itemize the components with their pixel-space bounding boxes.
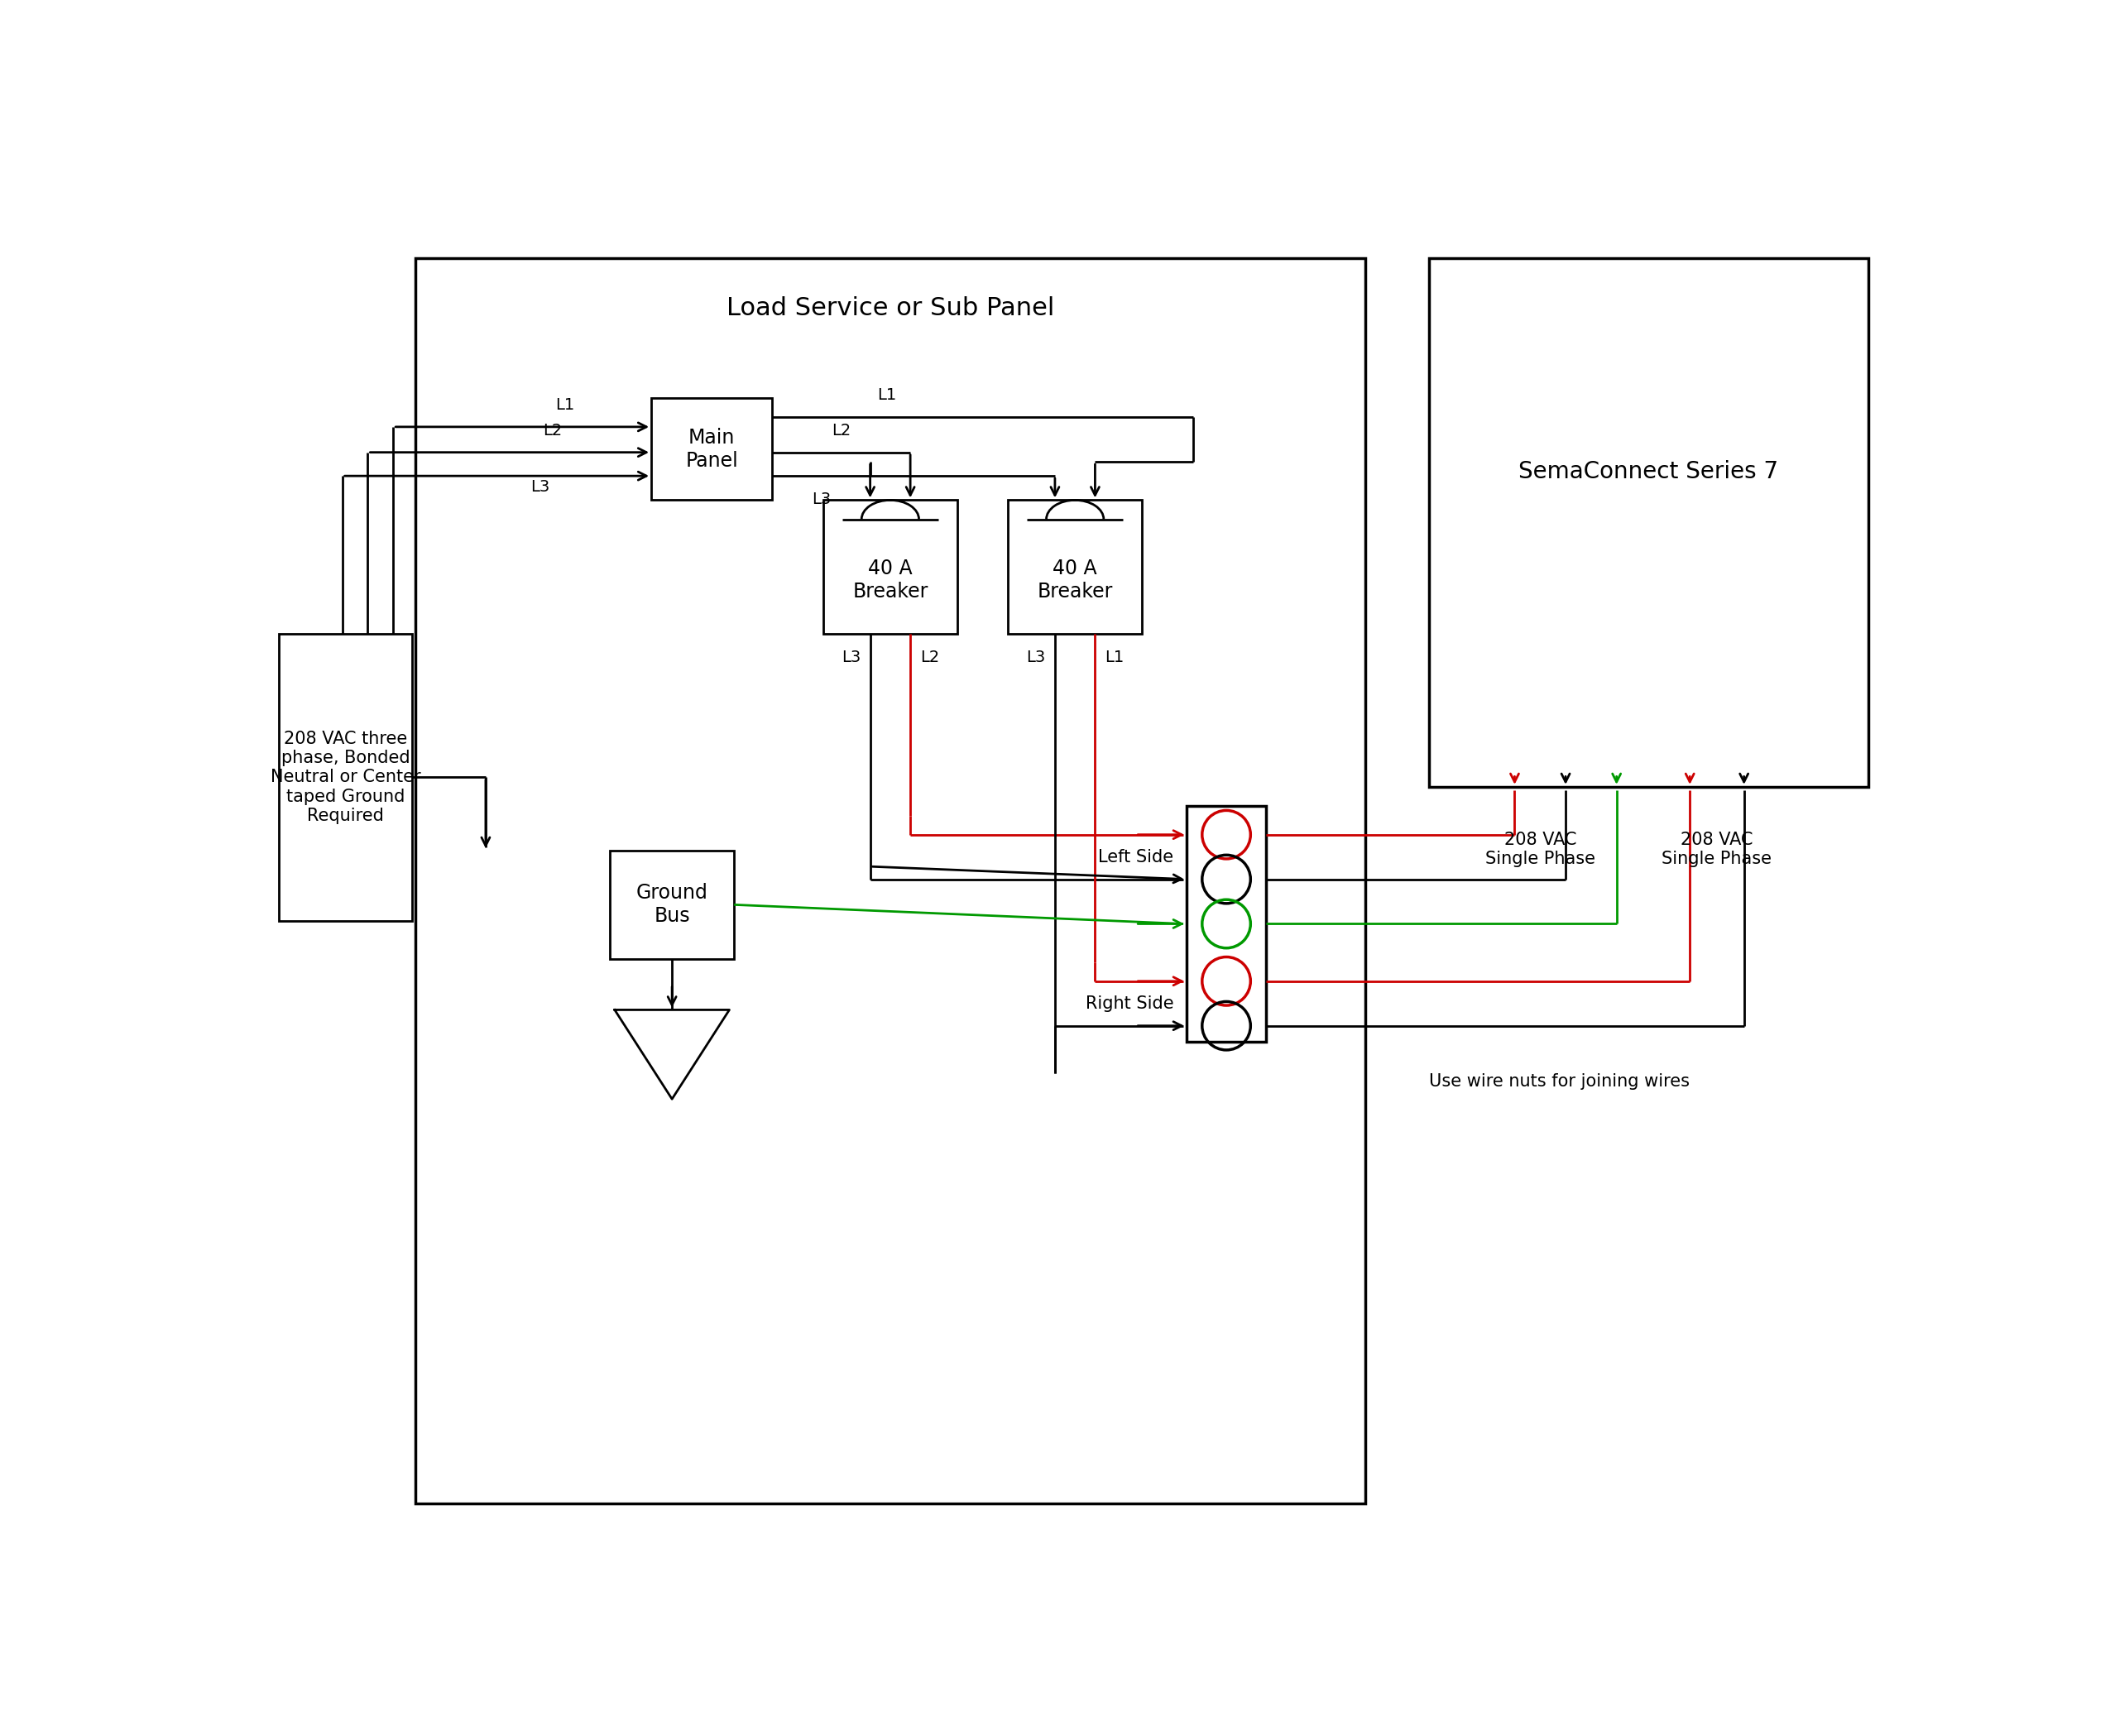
Text: L3: L3 xyxy=(842,649,861,665)
Bar xyxy=(416,259,1365,1503)
Text: Ground
Bus: Ground Bus xyxy=(635,884,709,925)
Text: 208 VAC three
phase, Bonded
Neutral or Center
taped Ground
Required: 208 VAC three phase, Bonded Neutral or C… xyxy=(270,731,420,825)
Text: L1: L1 xyxy=(555,398,574,413)
Text: 208 VAC
Single Phase: 208 VAC Single Phase xyxy=(1485,832,1595,868)
Text: Use wire nuts for joining wires: Use wire nuts for joining wires xyxy=(1428,1073,1690,1090)
Text: L2: L2 xyxy=(542,422,561,437)
Text: L3: L3 xyxy=(812,491,831,507)
Text: Main
Panel: Main Panel xyxy=(686,427,738,470)
Bar xyxy=(652,398,772,500)
Text: Load Service or Sub Panel: Load Service or Sub Panel xyxy=(726,297,1055,319)
Text: 40 A
Breaker: 40 A Breaker xyxy=(852,559,928,601)
Text: Right Side: Right Side xyxy=(1085,995,1173,1012)
Bar xyxy=(1186,806,1266,1042)
Bar xyxy=(279,634,411,920)
Text: 40 A
Breaker: 40 A Breaker xyxy=(1038,559,1112,601)
Bar xyxy=(823,500,958,634)
Text: L2: L2 xyxy=(920,649,939,665)
Text: 208 VAC
Single Phase: 208 VAC Single Phase xyxy=(1663,832,1772,868)
Text: L3: L3 xyxy=(530,479,549,495)
Text: L1: L1 xyxy=(1106,649,1125,665)
Bar xyxy=(610,851,734,958)
Text: L1: L1 xyxy=(878,387,897,403)
Text: Left Side: Left Side xyxy=(1099,849,1173,865)
Text: L2: L2 xyxy=(831,422,850,437)
Text: SemaConnect Series 7: SemaConnect Series 7 xyxy=(1519,460,1779,483)
Bar xyxy=(1428,259,1867,786)
Text: L3: L3 xyxy=(1025,649,1044,665)
Bar xyxy=(1009,500,1142,634)
